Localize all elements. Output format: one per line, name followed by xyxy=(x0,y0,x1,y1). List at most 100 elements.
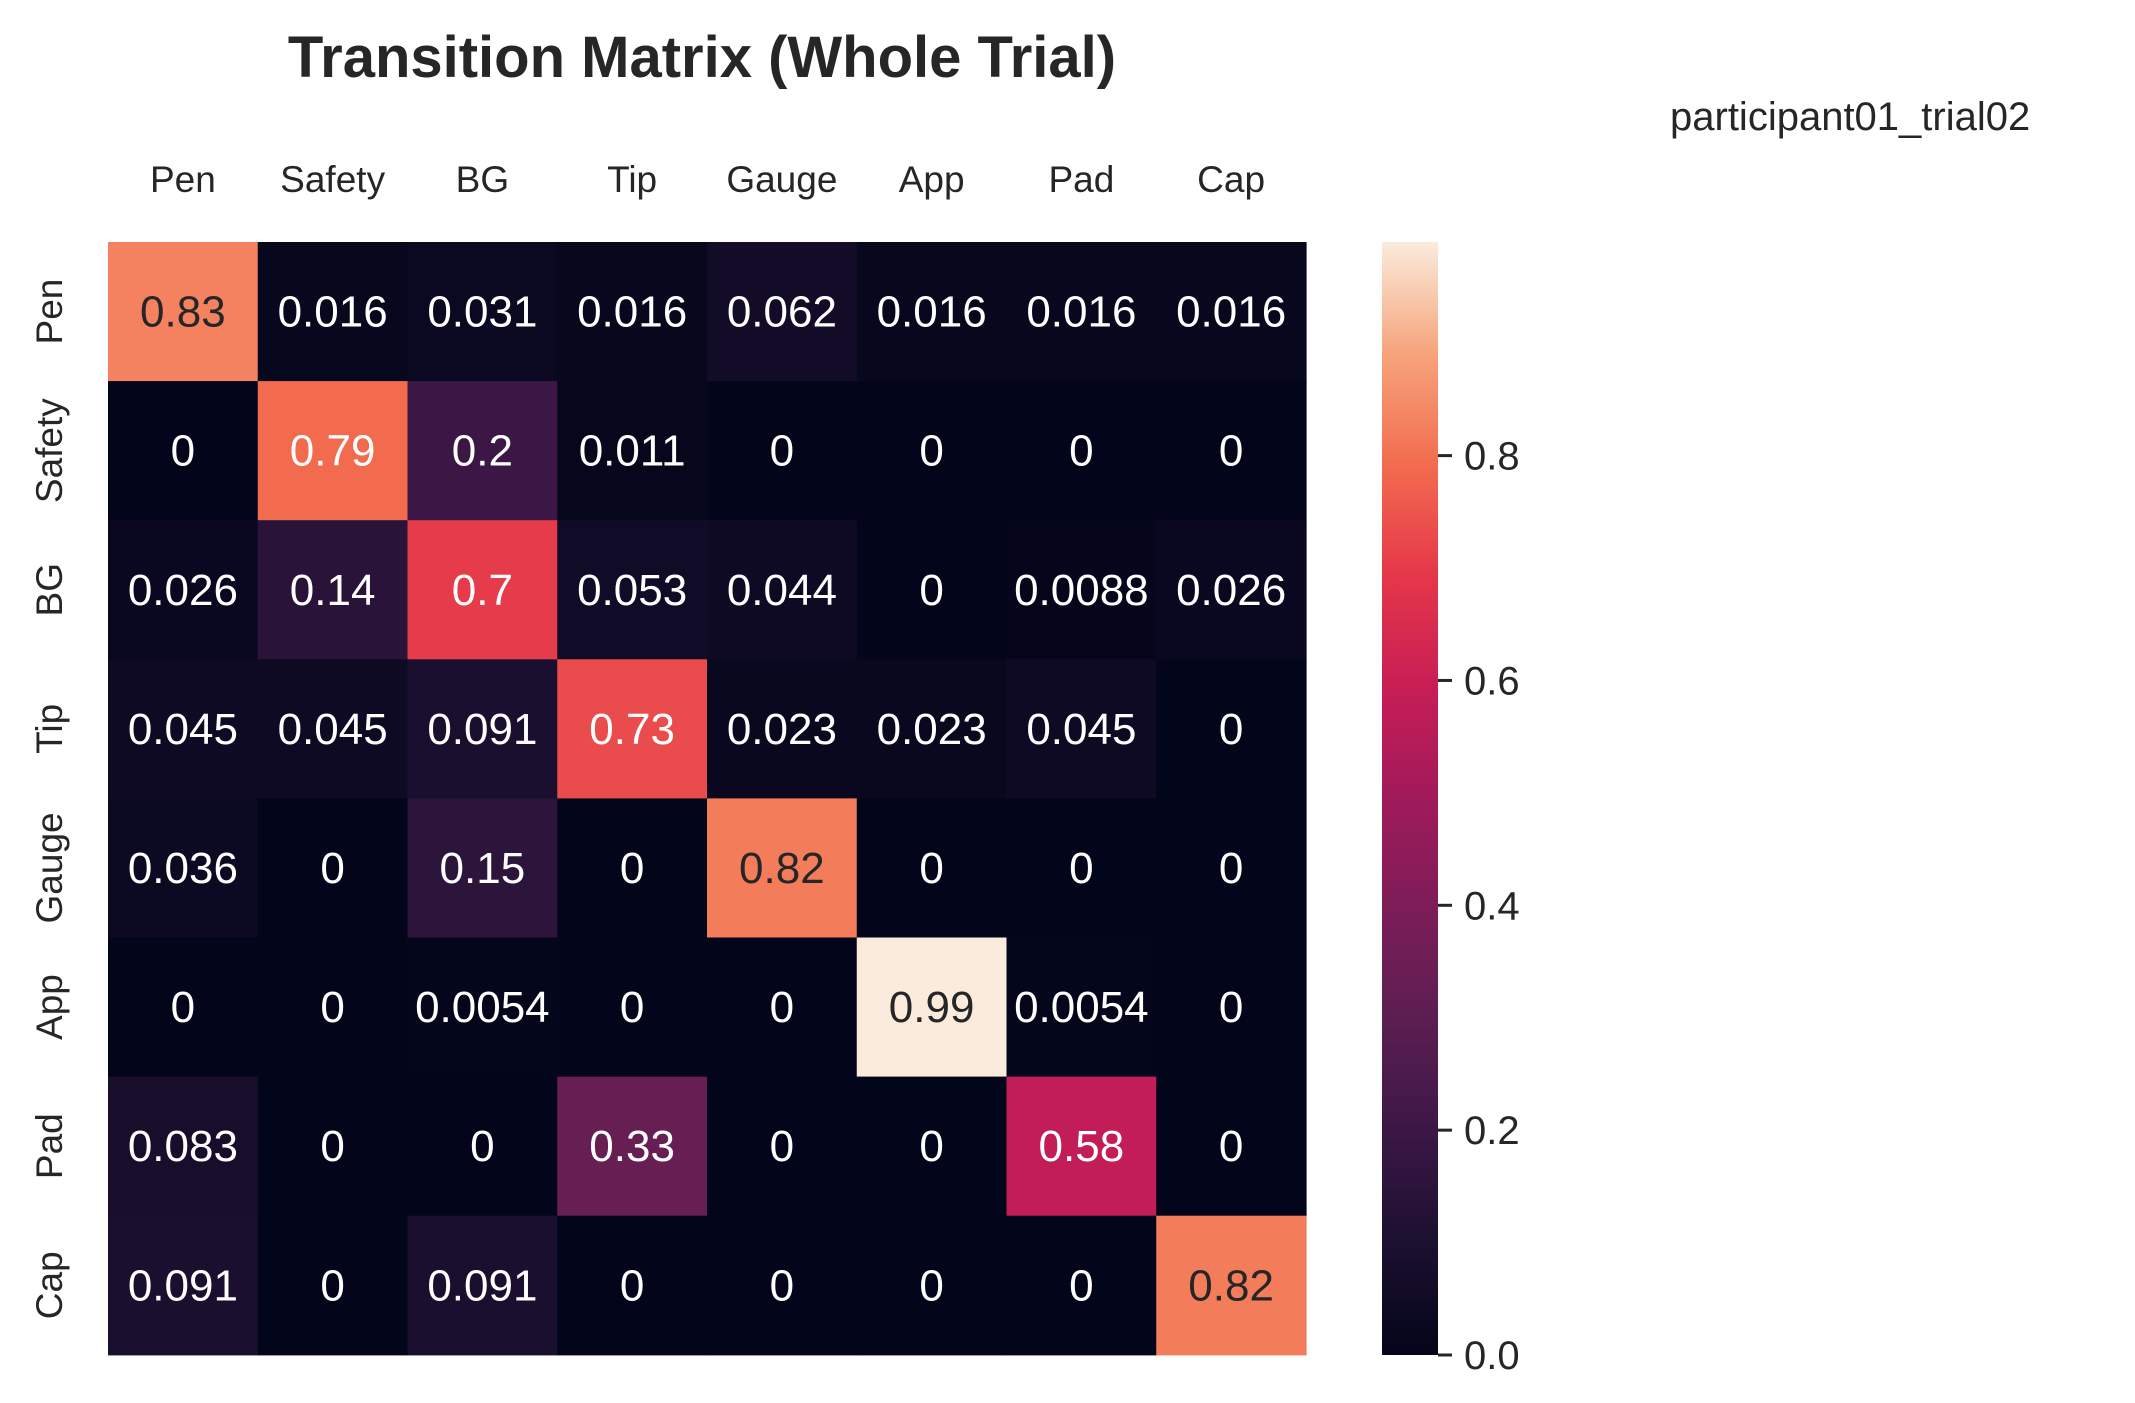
cell-value-label: 0.99 xyxy=(889,983,975,1032)
cell-value-label: 0 xyxy=(620,1261,644,1310)
heatmap-cell xyxy=(257,1215,409,1356)
cell-value-label: 0.33 xyxy=(589,1122,675,1171)
heatmap-cell xyxy=(257,1076,409,1217)
colorbar-tick-label: 0.0 xyxy=(1464,1334,1520,1378)
heatmap-cell xyxy=(1156,937,1307,1078)
heatmap-cell xyxy=(1006,1076,1157,1217)
colorbar-tick-label: 0.2 xyxy=(1464,1109,1520,1153)
cell-value-label: 0.026 xyxy=(1176,566,1286,615)
cell-value-label: 0.023 xyxy=(727,705,837,754)
cell-value-label: 0.7 xyxy=(452,566,513,615)
heatmap-cell xyxy=(407,798,558,939)
heatmap-cell xyxy=(707,520,858,660)
heatmap-cell xyxy=(1006,798,1157,939)
heatmap-cell xyxy=(856,1215,1008,1356)
y-tick-label: App xyxy=(29,974,70,1040)
heatmap-cell xyxy=(707,1215,858,1356)
heatmap-cell xyxy=(707,381,858,521)
heatmap-cell xyxy=(108,1215,259,1356)
colorbar-tick-label: 0.6 xyxy=(1464,659,1520,703)
heatmap-cell xyxy=(1006,381,1157,521)
heatmap-cell xyxy=(108,381,259,521)
heatmap-cell xyxy=(1156,659,1307,799)
cell-value-label: 0.053 xyxy=(577,566,687,615)
cell-value-label: 0 xyxy=(470,1122,494,1171)
cell-value-label: 0.83 xyxy=(140,288,226,337)
y-tick-label: Gauge xyxy=(29,812,70,923)
cell-value-label: 0.091 xyxy=(427,705,537,754)
chart-subtitle: participant01_trial02 xyxy=(1670,95,2030,139)
cell-value-label: 0.2 xyxy=(452,427,513,476)
heatmap-cell xyxy=(1156,1215,1307,1356)
cell-value-label: 0 xyxy=(1069,427,1093,476)
heatmap-cell xyxy=(707,937,858,1078)
cell-value-label: 0.045 xyxy=(128,705,238,754)
cell-value-label: 0 xyxy=(919,427,943,476)
y-tick-label: Pen xyxy=(29,279,70,345)
heatmap-cell xyxy=(1006,242,1157,382)
y-tick-label: Tip xyxy=(29,704,70,754)
cell-value-label: 0.79 xyxy=(290,427,376,476)
heatmap-cell xyxy=(1156,381,1307,521)
colorbar-tick-label: 0.4 xyxy=(1464,884,1520,928)
cell-value-label: 0.016 xyxy=(1176,288,1286,337)
heatmap-cell xyxy=(707,659,858,799)
cell-value-label: 0 xyxy=(1219,983,1243,1032)
heatmap-cell xyxy=(557,937,708,1078)
cell-value-label: 0 xyxy=(620,983,644,1032)
cell-value-label: 0 xyxy=(171,983,195,1032)
x-axis-labels: Pen Safety BG Tip Gauge App Pad Cap xyxy=(150,159,1265,200)
cell-value-label: 0.091 xyxy=(427,1261,537,1310)
heatmap-cell xyxy=(1156,1076,1307,1217)
cell-value-label: 0.82 xyxy=(739,844,825,893)
heatmap-cell xyxy=(1156,798,1307,939)
cell-value-label: 0.045 xyxy=(1026,705,1136,754)
cell-value-label: 0.011 xyxy=(579,427,686,476)
cell-value-label: 0 xyxy=(919,1261,943,1310)
heatmap-cell xyxy=(707,1076,858,1217)
cell-value-label: 0.58 xyxy=(1039,1122,1125,1171)
heatmap-cell xyxy=(257,798,409,939)
cell-value-label: 0 xyxy=(770,983,794,1032)
x-tick-label: Tip xyxy=(607,159,657,200)
heatmap-cell xyxy=(557,1215,708,1356)
colorbar-gradient xyxy=(1382,242,1438,1355)
heatmap-cell xyxy=(257,659,409,799)
cell-value-label: 0.091 xyxy=(128,1261,238,1310)
heatmap-cell xyxy=(407,381,558,521)
cell-value-label: 0 xyxy=(1219,427,1243,476)
heatmap-cell xyxy=(108,520,259,660)
cell-value-label: 0.14 xyxy=(290,566,376,615)
cell-value-label: 0 xyxy=(171,427,195,476)
y-axis-labels: Pen Safety BG Tip Gauge App Pad Cap xyxy=(29,279,70,1320)
heatmap-cell xyxy=(856,937,1008,1078)
colorbar: 0.0 0.2 0.4 0.6 0.8 xyxy=(1382,242,1520,1378)
y-tick-label: Pad xyxy=(29,1113,70,1179)
heatmap-cell xyxy=(707,242,858,382)
x-tick-label: App xyxy=(899,159,965,200)
heatmap-cell xyxy=(257,937,409,1078)
cell-value-label: 0.036 xyxy=(128,844,238,893)
heatmap-cell xyxy=(108,659,259,799)
cell-value-label: 0 xyxy=(1069,1261,1093,1310)
cell-value-label: 0 xyxy=(320,1122,344,1171)
heatmap-cell xyxy=(407,1076,558,1217)
cell-value-label: 0.026 xyxy=(128,566,238,615)
heatmap-cell xyxy=(557,242,708,382)
cell-value-label: 0 xyxy=(320,844,344,893)
x-tick-label: BG xyxy=(456,159,509,200)
cell-value-label: 0.016 xyxy=(278,288,388,337)
cell-value-label: 0 xyxy=(770,1122,794,1171)
heatmap-cell xyxy=(257,242,409,382)
heatmap-cell xyxy=(1006,520,1157,660)
heatmap-cell xyxy=(108,937,259,1078)
cell-value-label: 0 xyxy=(770,1261,794,1310)
x-tick-label: Pad xyxy=(1048,159,1114,200)
heatmap-cell xyxy=(1156,520,1307,660)
x-tick-label: Cap xyxy=(1197,159,1265,200)
heatmap-cell xyxy=(856,520,1008,660)
cell-value-label: 0 xyxy=(620,844,644,893)
cell-value-label: 0 xyxy=(919,1122,943,1171)
heatmap-grid: 0.83 0.016 0.031 0.016 0.062 0.016 0.016 0.016 0… xyxy=(108,242,1307,1356)
